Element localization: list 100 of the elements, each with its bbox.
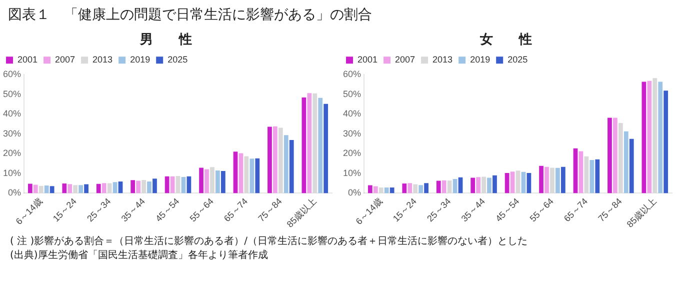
y-tick-label: 0% <box>348 188 362 198</box>
bar <box>647 80 652 194</box>
bar <box>652 78 658 194</box>
bar <box>578 151 584 194</box>
y-tick-label: 0% <box>8 188 22 198</box>
legend-label: 2007 <box>55 54 76 65</box>
y-tick-label: 10% <box>3 168 22 178</box>
bar <box>181 176 186 194</box>
bar <box>210 167 214 194</box>
bar <box>238 153 244 194</box>
x-tick-label: 15～24 <box>390 196 419 224</box>
bar <box>220 171 226 194</box>
y-tick-label: 10% <box>343 168 362 178</box>
bar <box>152 178 157 194</box>
bar <box>102 183 106 194</box>
bar <box>255 158 260 194</box>
bar <box>442 180 446 194</box>
bar <box>164 176 170 194</box>
bar <box>130 180 136 194</box>
x-tick-label: 65～74 <box>222 196 250 224</box>
bar <box>447 180 452 194</box>
x-tick-label: 45～54 <box>154 196 182 224</box>
bar <box>516 170 520 194</box>
bar <box>273 126 278 194</box>
legend-label: 2013 <box>432 54 453 65</box>
bar <box>204 169 209 194</box>
bar <box>186 176 192 194</box>
y-tick-label: 40% <box>343 108 362 119</box>
bar <box>68 184 72 194</box>
bar <box>284 135 288 194</box>
bar <box>38 186 44 194</box>
bar <box>504 173 510 194</box>
x-tick-label: 65～74 <box>562 196 590 224</box>
bar <box>590 160 594 194</box>
bar <box>170 176 175 194</box>
legend-label: 2025 <box>508 54 528 65</box>
chart-title: 女 性 <box>479 31 532 46</box>
bar <box>278 128 283 194</box>
bar <box>584 156 589 194</box>
bar <box>147 182 152 194</box>
bar <box>118 182 123 194</box>
y-tick-label: 50% <box>343 88 362 99</box>
y-tick-label: 50% <box>3 88 22 99</box>
bar <box>487 178 492 194</box>
bar <box>268 126 272 194</box>
bar <box>244 156 249 194</box>
bar <box>384 187 389 194</box>
x-tick-label: 6～14歳 <box>354 196 384 227</box>
bar <box>176 176 180 194</box>
bar <box>664 90 668 194</box>
x-tick-label: 25～34 <box>85 196 113 224</box>
bar <box>550 168 554 194</box>
x-tick-label: 35～44 <box>119 196 147 224</box>
bar <box>250 158 254 194</box>
x-tick-label: 55～64 <box>528 196 556 224</box>
bar <box>470 178 476 194</box>
bar <box>318 98 323 194</box>
bar <box>595 159 600 194</box>
x-tick-label: 85歳以上 <box>284 196 318 230</box>
legend-label: 2001 <box>358 54 378 65</box>
bar <box>62 184 67 194</box>
bar <box>452 178 458 194</box>
bar <box>418 185 424 194</box>
bar <box>390 187 394 194</box>
x-tick-label: 85歳以上 <box>624 196 658 230</box>
y-tick-label: 40% <box>3 108 22 119</box>
bar <box>96 184 101 194</box>
bar <box>233 152 238 194</box>
y-tick-label: 30% <box>343 128 362 138</box>
bar <box>539 166 544 194</box>
x-tick-label: 25～34 <box>425 196 453 224</box>
bar <box>492 175 497 194</box>
bar <box>44 185 49 194</box>
text: (出典)厚生労働省「国民生活基礎調査」各年より筆者作成 <box>10 249 269 263</box>
x-tick-label: 6～14歳 <box>14 196 44 227</box>
bar <box>413 184 418 194</box>
x-tick-label: 75～84 <box>256 196 284 224</box>
x-tick-label: 55～64 <box>188 196 216 224</box>
legend-label: 2019 <box>130 54 150 65</box>
bar <box>510 172 515 194</box>
text: ( 注 )影響がある割合＝（日常生活に影響のある者）/（日常生活に影響のある者＋日常生活に影響のない者）とした <box>10 235 529 249</box>
y-tick-label: 60% <box>343 69 362 80</box>
bar <box>408 183 412 194</box>
x-tick-label: 15～24 <box>50 196 79 224</box>
x-tick-label: 35～44 <box>459 196 487 224</box>
bar <box>436 180 441 194</box>
bar <box>613 118 618 194</box>
bar <box>33 184 38 194</box>
legend-label: 2025 <box>168 54 188 65</box>
chart-title: 男 性 <box>139 31 192 46</box>
legend-label: 2001 <box>18 54 38 65</box>
bar <box>50 186 54 194</box>
bar <box>78 185 84 194</box>
bar <box>136 180 140 194</box>
bar <box>573 148 578 194</box>
bar <box>216 170 220 194</box>
bar <box>618 123 623 194</box>
bar <box>642 82 646 194</box>
bar <box>526 173 532 194</box>
y-tick-label: 30% <box>3 128 22 138</box>
